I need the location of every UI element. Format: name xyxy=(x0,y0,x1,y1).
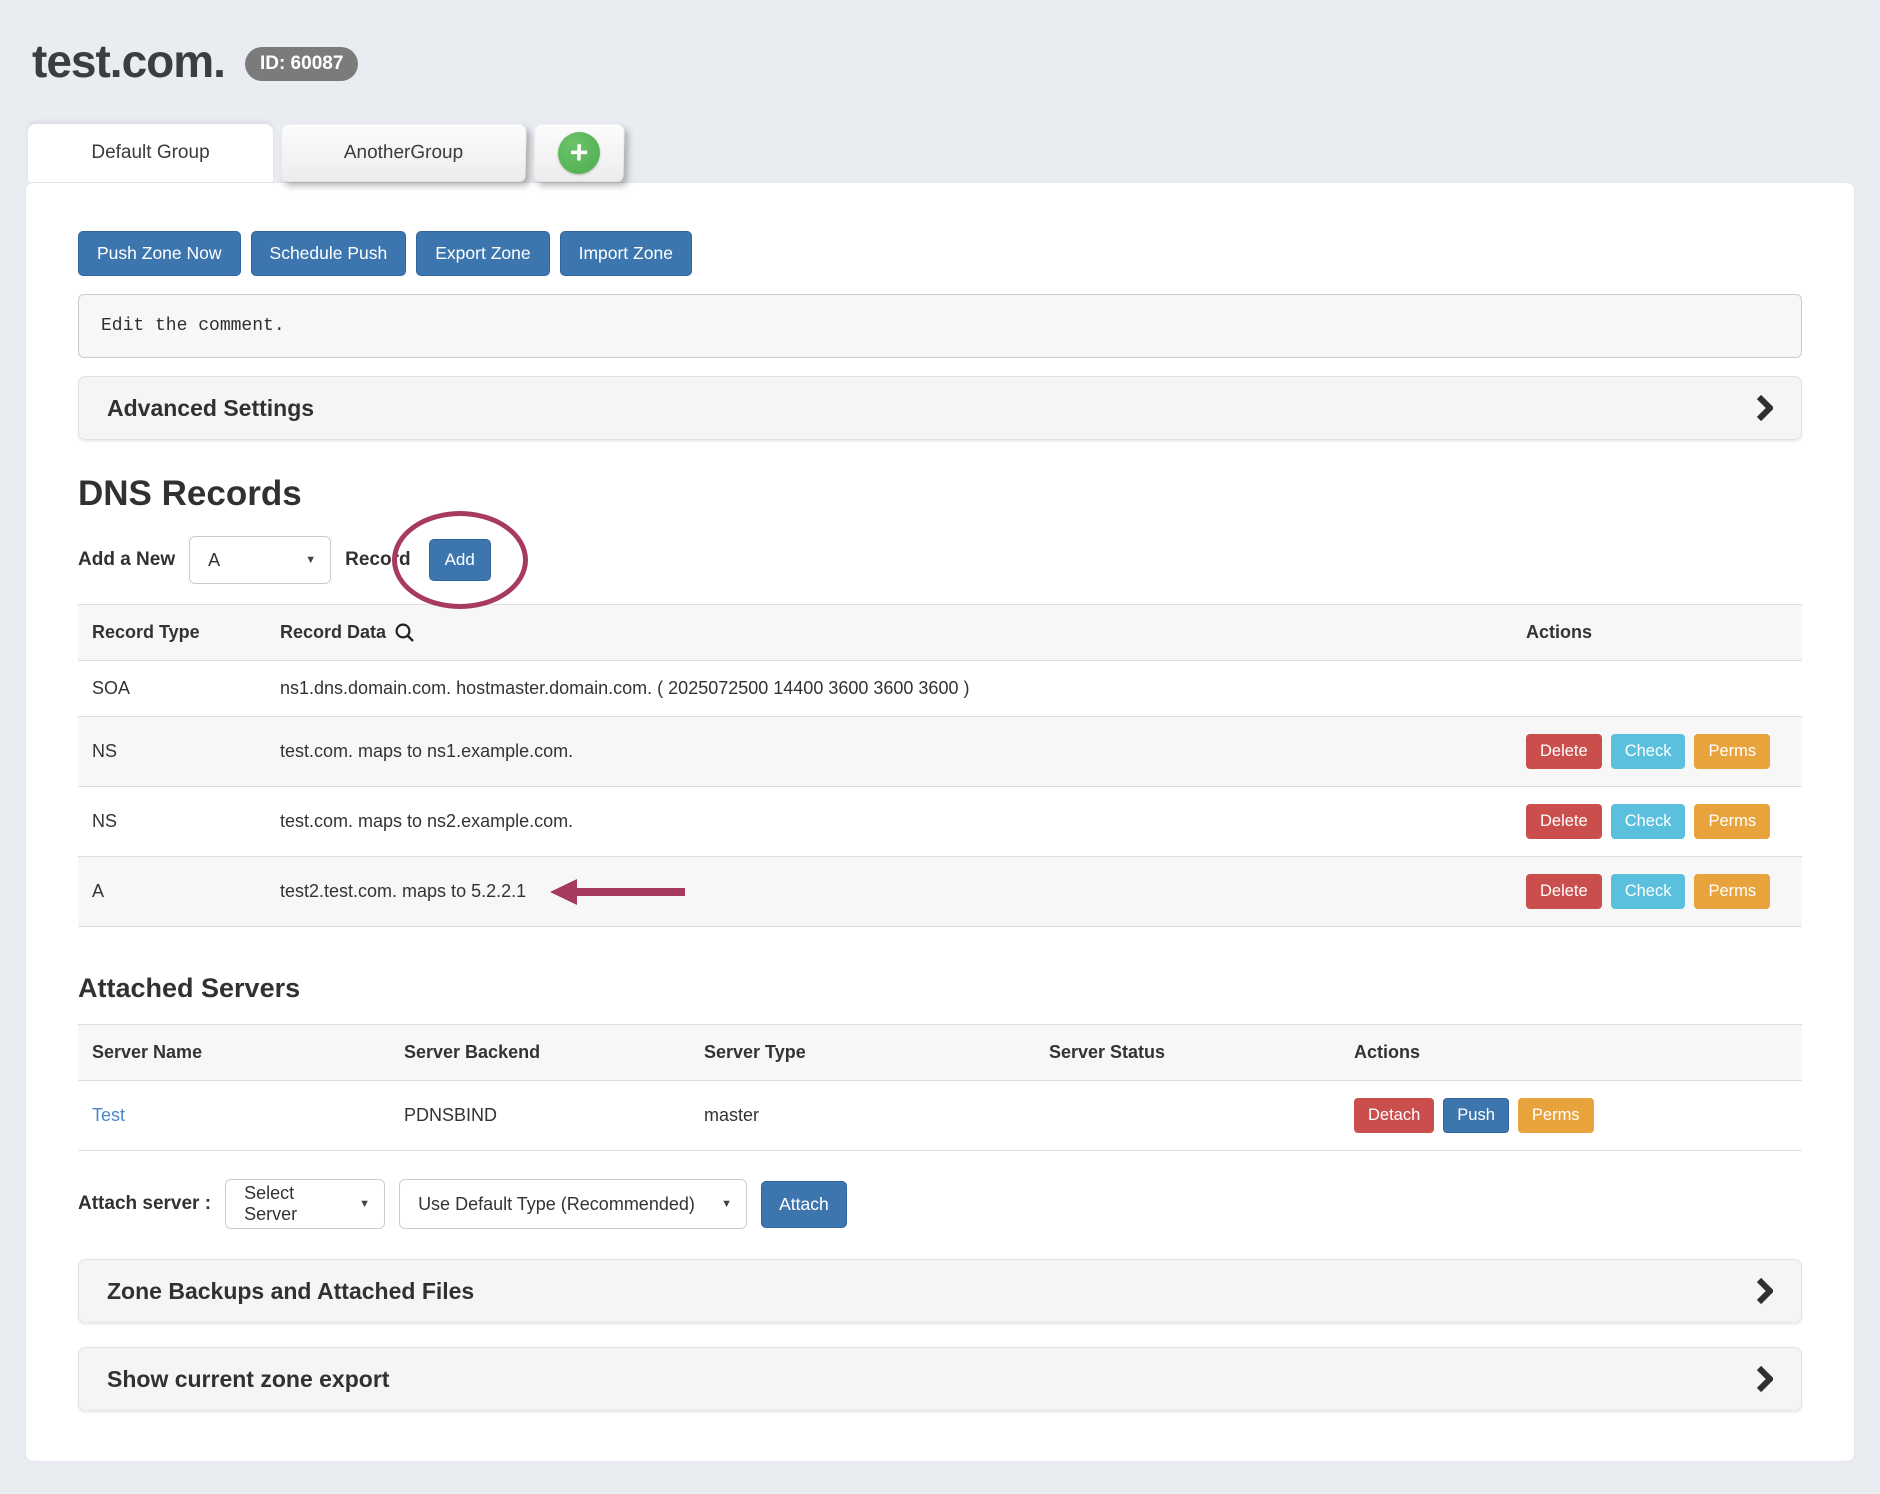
attach-server-label: Attach server : xyxy=(78,1193,212,1214)
servers-table-header: Server Name Server Backend Server Type S… xyxy=(78,1025,1802,1081)
dns-records-heading: DNS Records xyxy=(78,474,302,513)
record-type: SOA xyxy=(92,678,131,698)
dns-record-row-ns2: NS test.com. maps to ns2.example.com. De… xyxy=(78,787,1802,857)
search-icon[interactable] xyxy=(394,622,415,643)
tab-label: AnotherGroup xyxy=(343,142,464,163)
record-type: NS xyxy=(92,741,118,761)
select-server-value: Select Server xyxy=(244,1183,298,1224)
perms-record-button[interactable]: Perms xyxy=(1694,734,1771,769)
dns-record-row-soa: SOA ns1.dns.domain.com. hostmaster.domai… xyxy=(78,661,1802,717)
push-server-button[interactable]: Push xyxy=(1443,1098,1509,1133)
server-row: Test PDNSBIND master Detach Push Perms xyxy=(78,1081,1802,1151)
dns-record-row-a: A test2.test.com. maps to 5.2.2.1 Delete… xyxy=(78,857,1802,927)
record-data: test.com. maps to ns2.example.com. xyxy=(280,811,574,831)
record-data: ns1.dns.domain.com. hostmaster.domain.co… xyxy=(280,678,970,698)
zone-backups-title: Zone Backups and Attached Files xyxy=(107,1277,475,1304)
detach-server-button[interactable]: Detach xyxy=(1354,1098,1435,1133)
annotation-arrow xyxy=(550,878,686,905)
plus-icon: + xyxy=(557,132,601,174)
add-record-label-prefix: Add a New xyxy=(78,549,176,570)
check-record-button[interactable]: Check xyxy=(1610,734,1686,769)
perms-record-button[interactable]: Perms xyxy=(1694,804,1771,839)
check-record-button[interactable]: Check xyxy=(1610,804,1686,839)
check-record-button[interactable]: Check xyxy=(1610,874,1686,909)
server-type-dropdown[interactable]: Use Default Type (Recommended) ▼ xyxy=(399,1179,748,1229)
page-title: test.com. xyxy=(32,35,226,87)
zone-toolbar: Push Zone Now Schedule Push Export Zone … xyxy=(78,231,1802,276)
record-type-select[interactable]: A ▼ xyxy=(189,536,332,584)
attach-server-row: Attach server : Select Server ▼ Use Defa… xyxy=(78,1179,1802,1229)
record-data: test2.test.com. maps to 5.2.2.1 xyxy=(266,862,1512,922)
zone-card: Push Zone Now Schedule Push Export Zone … xyxy=(25,182,1855,1462)
delete-record-button[interactable]: Delete xyxy=(1526,804,1602,839)
add-record-button[interactable]: Add xyxy=(428,539,491,581)
perms-server-button[interactable]: Perms xyxy=(1517,1098,1594,1133)
col-record-data: Record Data xyxy=(266,605,1512,660)
col-server-actions: Actions xyxy=(1354,1042,1421,1062)
caret-down-icon: ▼ xyxy=(305,554,317,566)
dns-table-header: Record Type Record Data Actions xyxy=(78,605,1802,661)
add-record-row: Add a New A ▼ Record Add xyxy=(78,511,1802,609)
server-status xyxy=(1035,1099,1340,1133)
col-record-type: Record Type xyxy=(92,622,200,642)
delete-record-button[interactable]: Delete xyxy=(1526,874,1602,909)
attached-servers-heading: Attached Servers xyxy=(78,973,301,1003)
zone-backups-panel[interactable]: Zone Backups and Attached Files xyxy=(78,1259,1802,1323)
col-actions: Actions xyxy=(1526,622,1593,642)
col-server-backend: Server Backend xyxy=(404,1042,541,1062)
export-zone-button[interactable]: Export Zone xyxy=(416,231,550,276)
server-backend: PDNSBIND xyxy=(404,1105,498,1125)
page-header: test.com. ID: 60087 xyxy=(0,0,1880,96)
push-zone-now-button[interactable]: Push Zone Now xyxy=(78,231,241,276)
delete-record-button[interactable]: Delete xyxy=(1526,734,1602,769)
record-data: test.com. maps to ns1.example.com. xyxy=(280,741,574,761)
zone-comment-field[interactable]: Edit the comment. xyxy=(78,294,1802,358)
tab-another-group[interactable]: AnotherGroup xyxy=(280,124,527,182)
record-type: A xyxy=(92,881,105,901)
server-name-link[interactable]: Test xyxy=(92,1105,126,1125)
server-type-value: Use Default Type (Recommended) xyxy=(418,1193,695,1214)
caret-down-icon: ▼ xyxy=(721,1198,733,1210)
tab-add-group[interactable]: + xyxy=(533,124,625,182)
advanced-settings-title: Advanced Settings xyxy=(107,394,315,421)
server-type: master xyxy=(704,1105,760,1125)
select-server-dropdown[interactable]: Select Server ▼ xyxy=(225,1179,386,1229)
attached-servers-table: Server Name Server Backend Server Type S… xyxy=(78,1024,1802,1151)
zone-export-panel[interactable]: Show current zone export xyxy=(78,1347,1802,1411)
perms-record-button[interactable]: Perms xyxy=(1694,874,1771,909)
chevron-right-icon xyxy=(1756,1365,1773,1393)
zone-id-badge: ID: 60087 xyxy=(244,47,359,81)
dns-records-table: Record Type Record Data Actions SOA ns1.… xyxy=(78,604,1802,927)
zone-export-title: Show current zone export xyxy=(107,1365,390,1392)
record-type-selected: A xyxy=(208,549,221,570)
tab-label: Default Group xyxy=(91,142,210,163)
attach-button[interactable]: Attach xyxy=(761,1180,847,1228)
caret-down-icon: ▼ xyxy=(359,1198,371,1210)
col-server-type: Server Type xyxy=(704,1042,806,1062)
import-zone-button[interactable]: Import Zone xyxy=(559,231,692,276)
dns-record-row-ns1: NS test.com. maps to ns1.example.com. De… xyxy=(78,717,1802,787)
chevron-right-icon xyxy=(1756,394,1773,422)
col-server-name: Server Name xyxy=(92,1042,203,1062)
advanced-settings-panel[interactable]: Advanced Settings xyxy=(78,376,1802,440)
add-record-label-suffix: Record xyxy=(345,549,411,570)
tab-default-group[interactable]: Default Group xyxy=(28,124,273,182)
record-type: NS xyxy=(92,811,118,831)
group-tabs: Default Group AnotherGroup + xyxy=(0,124,1880,182)
chevron-right-icon xyxy=(1756,1277,1773,1305)
col-server-status: Server Status xyxy=(1049,1042,1166,1062)
schedule-push-button[interactable]: Schedule Push xyxy=(250,231,407,276)
